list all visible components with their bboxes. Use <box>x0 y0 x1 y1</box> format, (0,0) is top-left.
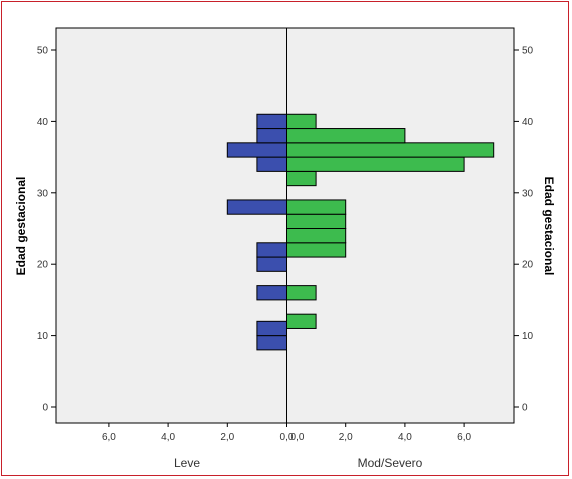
leve-bar-3 <box>256 256 287 272</box>
leve-bar-4 <box>256 242 287 258</box>
x-tick-label-left-3: 0,0 <box>280 432 294 443</box>
x-tick-label-left-2: 2,0 <box>220 432 234 443</box>
x-tick-label-left-1: 4,0 <box>161 432 175 443</box>
modsevero-bar-7 <box>286 156 465 172</box>
y-tick-label-right-30: 30 <box>522 188 534 199</box>
y-tick-label-right-10: 10 <box>522 331 534 342</box>
modsevero-bar-4 <box>286 213 347 230</box>
y-tick-label-left-0: 0 <box>42 403 48 414</box>
y-tick-label-right-40: 40 <box>522 117 534 128</box>
leve-bar-0 <box>256 335 287 351</box>
y-tick-label-left-40: 40 <box>37 117 49 128</box>
x-tick-label-right-2: 4,0 <box>398 432 412 443</box>
y-tick-label-right-0: 0 <box>522 403 528 414</box>
y-ticks-layer: 0 0 10 10 20 20 30 30 40 40 50 50 <box>37 46 534 414</box>
modsevero-bar-1 <box>286 285 317 301</box>
x-tick-label-right-0: 0,0 <box>291 432 305 443</box>
modsevero-bar-0 <box>286 313 317 329</box>
y-tick-label-right-20: 20 <box>522 260 534 271</box>
leve-bar-2 <box>256 285 287 301</box>
modsevero-bar-9 <box>286 128 406 144</box>
y-tick-label-right-50: 50 <box>522 46 534 57</box>
leve-bar-8 <box>256 128 287 144</box>
leve-bar-6 <box>256 156 287 172</box>
left-y-axis-title: Edad gestacional <box>14 177 28 276</box>
plot-area <box>55 27 515 424</box>
y-tick-label-left-50: 50 <box>37 46 49 57</box>
x-tick-label-right-3: 6,0 <box>457 432 471 443</box>
leve-bar-1 <box>256 320 287 337</box>
leve-bar-5 <box>226 199 288 215</box>
modsevero-bar-8 <box>286 142 495 158</box>
modsevero-bar-3 <box>286 228 347 244</box>
y-tick-label-left-30: 30 <box>37 188 49 199</box>
left-category-label: Leve <box>174 456 200 470</box>
leve-bar-7 <box>226 142 288 158</box>
x-tick-label-right-1: 2,0 <box>339 432 353 443</box>
modsevero-bar-6 <box>286 170 317 187</box>
modsevero-bar-10 <box>286 113 317 130</box>
y-tick-label-left-20: 20 <box>37 260 49 271</box>
x-tick-label-left-0: 6,0 <box>102 432 116 443</box>
modsevero-bar-2 <box>286 242 347 258</box>
modsevero-bar-5 <box>286 199 347 215</box>
y-tick-label-left-10: 10 <box>37 331 49 342</box>
x-ticks-layer: 6,0 4,0 2,0 0,00,0 2,0 4,0 6,0 <box>102 423 471 443</box>
leve-bar-9 <box>256 113 287 130</box>
right-y-axis-title: Edad gestacional <box>542 177 556 276</box>
right-category-label: Mod/Severo <box>358 456 423 470</box>
